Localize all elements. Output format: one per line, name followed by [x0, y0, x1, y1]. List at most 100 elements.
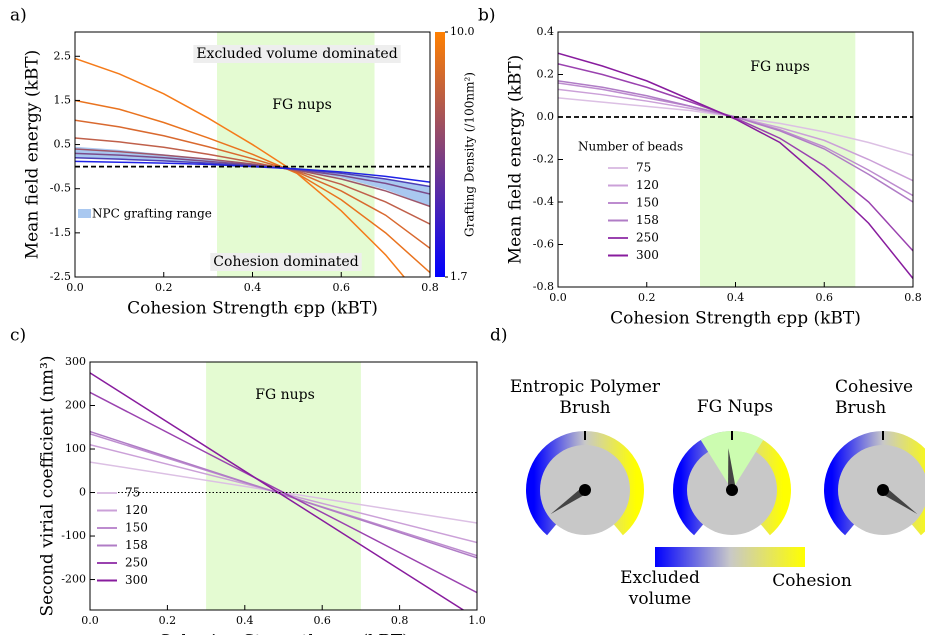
panel-label: d) [490, 326, 508, 346]
scale-high-label: Cohesion [772, 571, 852, 591]
y-tick-label: -0.4 [533, 195, 554, 208]
colorbar-tick-label: 10.0 [450, 25, 475, 38]
y-tick-label: -1.5 [50, 226, 71, 239]
y-axis-title: Mean field energy (kBT) [23, 50, 43, 260]
y-tick-label: 1.5 [54, 93, 72, 106]
gauge-needle [728, 448, 736, 491]
y-tick-label: -100 [61, 529, 86, 542]
x-tick-label: 0.8 [421, 281, 439, 294]
region [206, 362, 361, 610]
y-tick-label: 0.5 [54, 138, 72, 151]
gauge-title: FG Nups [696, 397, 774, 417]
x-tick-label: 0.4 [236, 614, 254, 627]
annotation: FG nups [272, 97, 332, 113]
series-line [75, 152, 430, 195]
legend-label: 300 [125, 573, 148, 587]
legend-label: 120 [125, 503, 148, 517]
y-tick-label: 100 [65, 442, 86, 455]
annotation: FG nups [255, 387, 315, 403]
y-tick-label: -0.5 [50, 182, 71, 195]
y-tick-label: 300 [65, 355, 86, 368]
legend-label: 300 [636, 248, 659, 262]
annotation: FG nups [750, 59, 810, 75]
legend-label: 158 [636, 213, 659, 227]
gauge-title: Entropic Polymer Brush [509, 377, 661, 418]
legend-label: 250 [636, 231, 659, 245]
series-line [90, 430, 477, 559]
y-tick-label: 0.4 [537, 25, 555, 38]
scale-low-label: Excluded volume [620, 568, 700, 609]
colorbar-title: Grafting Density (/100nm²) [463, 72, 477, 237]
annotation: Cohesion dominated [213, 254, 358, 270]
series-line [75, 99, 430, 274]
x-axis-title: Cohesion Strength ϵpp (kBT) [610, 309, 861, 329]
gauge-zone [700, 430, 764, 490]
panel-label: a) [10, 6, 27, 26]
x-axis-title: Cohesion Strength ϵpp (kBT) [158, 632, 409, 635]
plot-area [75, 57, 430, 277]
y-tick-label: 2.5 [54, 49, 72, 62]
series-line [558, 63, 913, 252]
panel-label: b) [478, 6, 496, 26]
scale-bar [655, 547, 805, 567]
annotation: Excluded volume dominated [196, 46, 397, 62]
x-tick-label: 0.6 [816, 291, 834, 304]
series-line [90, 443, 477, 544]
gauge-needle [880, 486, 918, 515]
annotation-bg [193, 45, 401, 63]
y-tick-label: 200 [65, 399, 86, 412]
y-tick-label: -0.6 [533, 238, 554, 251]
legend-label: 150 [636, 196, 659, 210]
x-tick-label: 0.0 [66, 281, 84, 294]
series-line [558, 52, 913, 279]
y-axis-title: Mean field energy (kBT) [506, 55, 526, 265]
gauge-hub [877, 484, 889, 496]
legend-label: 250 [125, 556, 148, 570]
band [75, 146, 430, 207]
x-tick-label: 0.8 [904, 291, 922, 304]
y-axis-title: Second virial coefficient (nm³) [38, 356, 58, 617]
legend-label: 75 [636, 161, 651, 175]
band-label: NPC grafting range [92, 207, 212, 221]
annotation-bg [210, 253, 362, 271]
y-tick-label: -0.2 [533, 153, 554, 166]
x-tick-label: 0.8 [391, 614, 409, 627]
x-tick-label: 0.4 [244, 281, 262, 294]
y-tick-label: -0.8 [533, 280, 554, 293]
gauge-hub [579, 484, 591, 496]
legend-label: 75 [125, 486, 140, 500]
band-swatch [78, 209, 91, 218]
series-line [75, 148, 430, 208]
x-axis-title: Cohesion Strength ϵpp (kBT) [127, 299, 378, 319]
region [700, 32, 856, 287]
x-tick-label: 0.6 [313, 614, 331, 627]
x-tick-label: 0.0 [81, 614, 99, 627]
legend-label: 150 [125, 521, 148, 535]
x-tick-label: 1.0 [468, 614, 486, 627]
gauge-needle [550, 486, 588, 515]
x-tick-label: 0.2 [638, 291, 656, 304]
series-line [75, 137, 430, 225]
x-tick-label: 0.0 [549, 291, 567, 304]
x-tick-label: 0.2 [159, 614, 177, 627]
series-line [75, 57, 406, 277]
x-tick-label: 0.6 [333, 281, 351, 294]
series-line [90, 372, 465, 610]
colorbar [435, 32, 445, 277]
axes-frame [89, 361, 478, 611]
region [217, 32, 375, 277]
legend-label: 120 [636, 178, 659, 192]
y-tick-label: -2.5 [50, 270, 71, 283]
legend-title: Number of beads [578, 140, 683, 154]
series-line [75, 119, 430, 249]
colorbar-tick-label: 1.7 [450, 270, 468, 283]
x-tick-label: 0.4 [727, 291, 745, 304]
panel-label: c) [10, 326, 26, 346]
gauge-title: Cohesive Brush [835, 377, 914, 418]
x-tick-label: 0.2 [155, 281, 173, 294]
legend-label: 158 [125, 538, 148, 552]
y-tick-label: 0 [79, 486, 86, 499]
y-tick-label: 0.2 [537, 68, 555, 81]
